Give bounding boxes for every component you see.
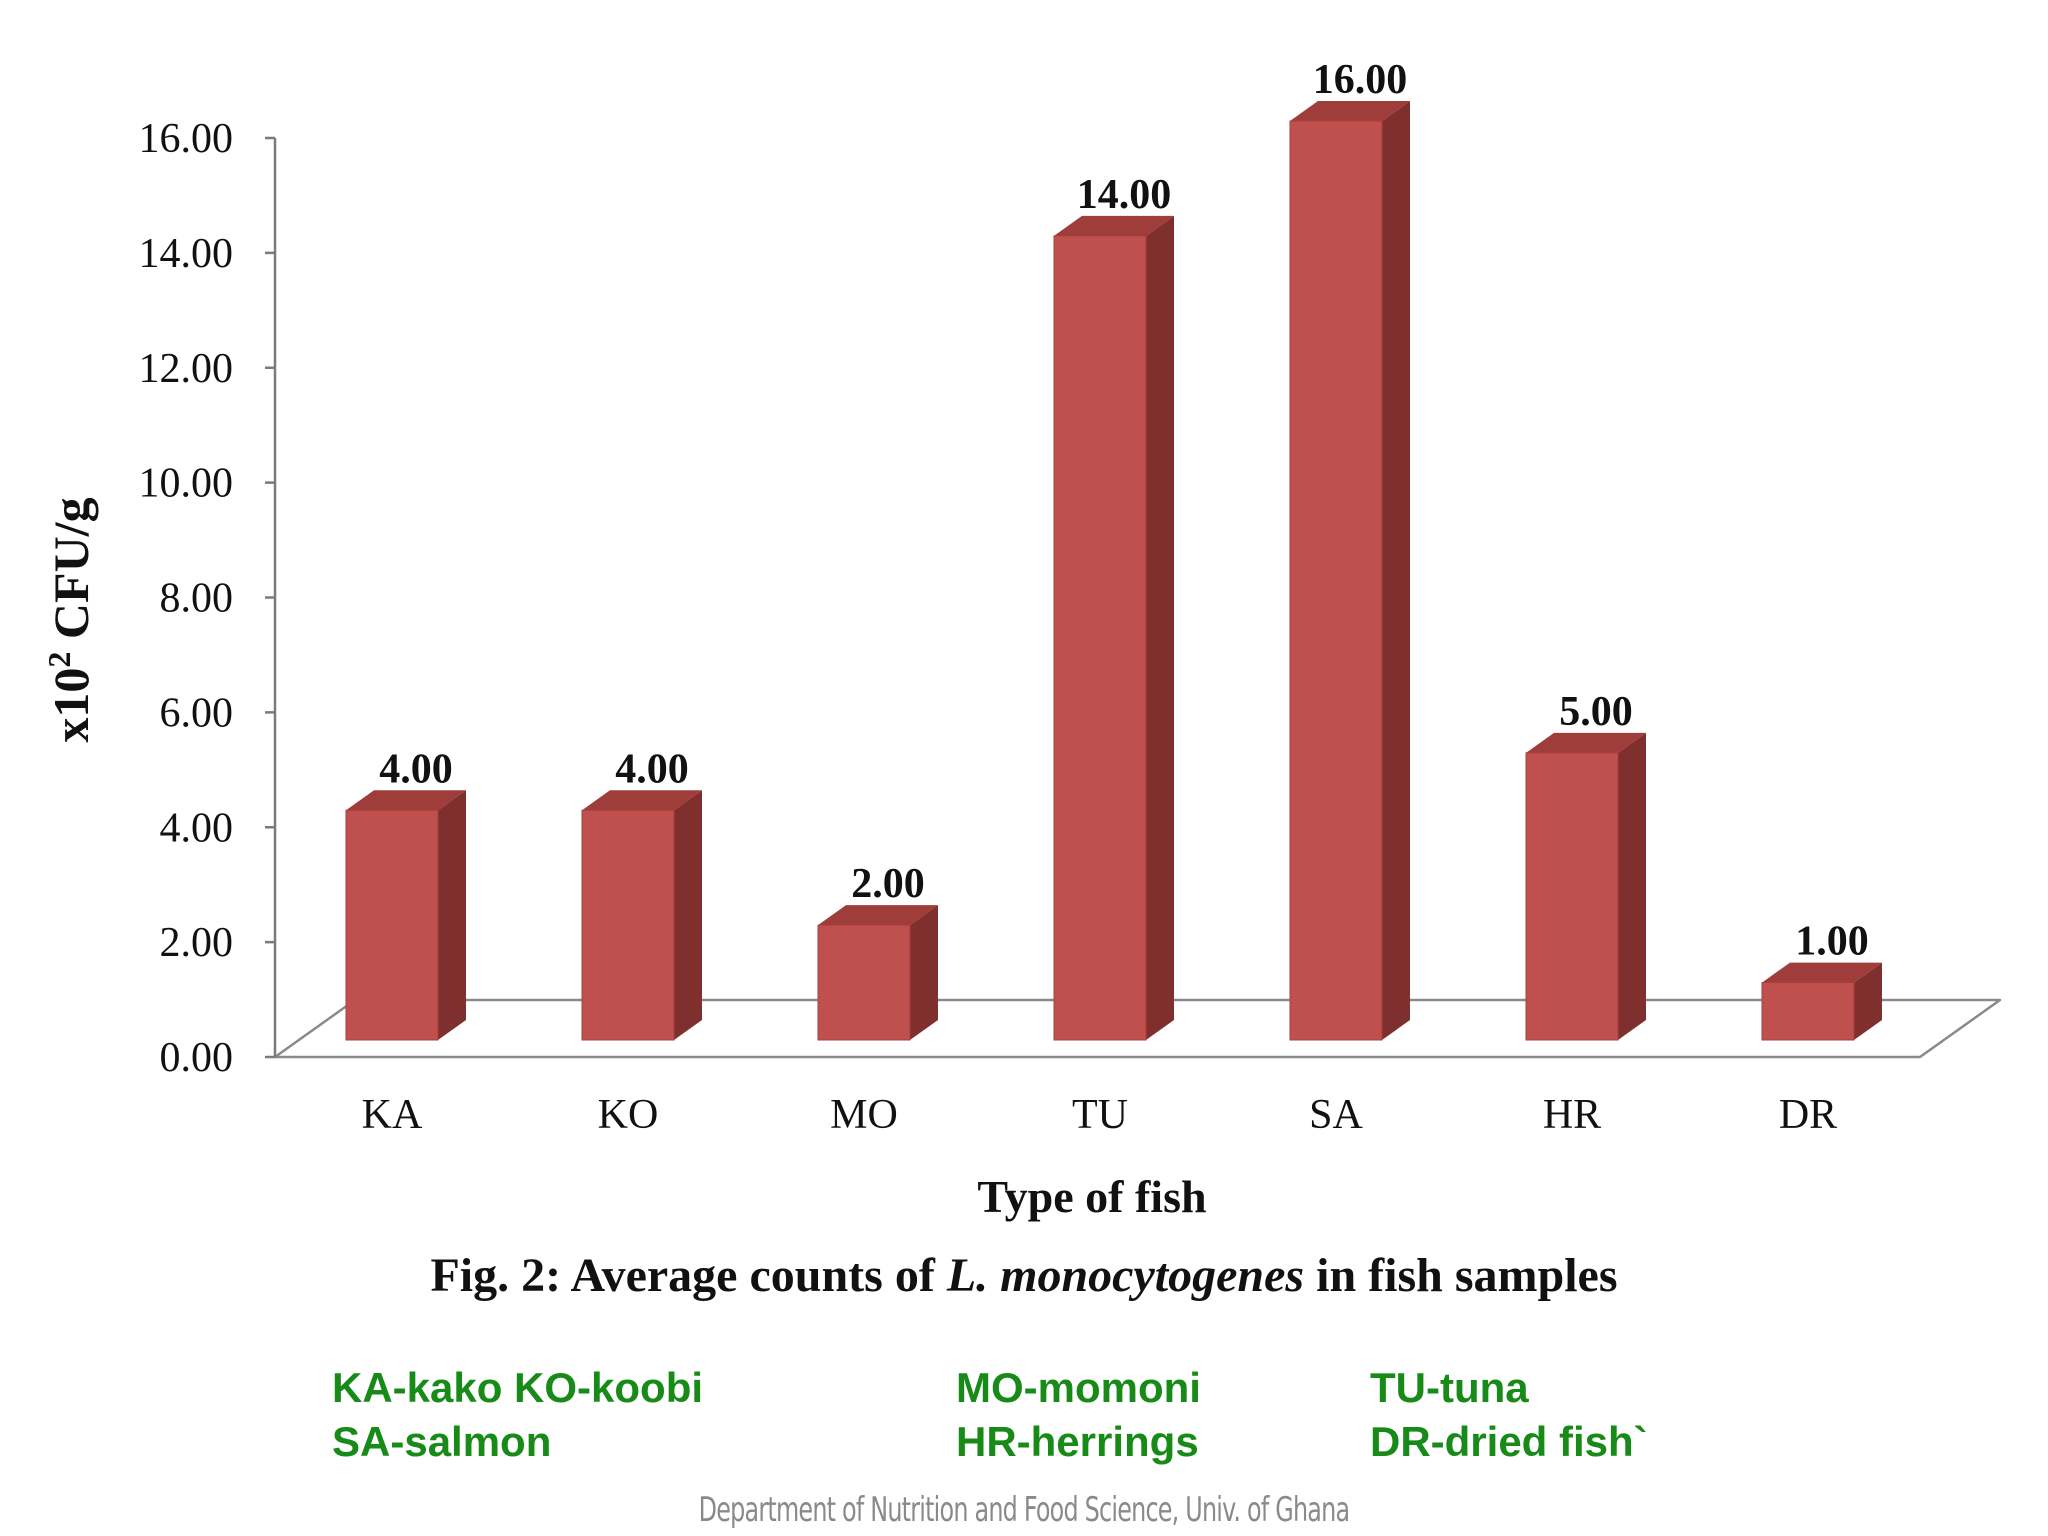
bar-value-label: 4.00 <box>615 746 689 792</box>
bar-value-label: 1.00 <box>1795 919 1869 965</box>
legend-dr: DR-dried fish` <box>1370 1418 1648 1465</box>
bar-side <box>1618 732 1646 1040</box>
bar-side <box>1854 962 1882 1040</box>
legend-mo: MO-momoni <box>956 1364 1201 1411</box>
bar-value-label: 4.00 <box>379 746 453 792</box>
bar-value-label: 5.00 <box>1559 689 1633 735</box>
y-tick-label: 8.00 <box>160 576 234 622</box>
bar-front <box>581 809 675 1041</box>
bar-side <box>1146 215 1174 1040</box>
bar-top <box>1054 215 1174 236</box>
x-tick-label: KO <box>598 1092 659 1138</box>
bar-front <box>345 809 439 1041</box>
x-axis-label: Type of fish <box>977 1171 1206 1222</box>
bar-top <box>1290 101 1410 121</box>
legend-ka-ko: KA-kako KO-koobi <box>332 1364 704 1411</box>
bars: 4.00 4.00 2.00 14.00 16.00 5.00 1.00 <box>345 57 1882 1041</box>
y-tick-label: 0.00 <box>160 1035 234 1081</box>
bar-front <box>1761 982 1855 1041</box>
x-tick-label: KA <box>362 1092 423 1138</box>
caption-suffix: in fish samples <box>1304 1249 1618 1302</box>
y-axis: 0.00 2.00 4.00 6.00 8.00 10.00 12.00 14.00 16.00 <box>139 116 277 1081</box>
x-axis-tick-labels: KA KO MO TU SA HR DR <box>362 1092 1838 1138</box>
bar-value-label: 14.00 <box>1077 172 1172 218</box>
bar-top <box>1762 962 1882 983</box>
bar-front <box>817 924 911 1041</box>
bar-hr: 5.00 <box>1525 689 1646 1041</box>
caption-prefix: Fig. 2: Average counts of <box>430 1249 947 1302</box>
y-axis-label-unit: CFU/g <box>43 497 99 651</box>
y-tick-label: 10.00 <box>139 461 234 507</box>
bar-front <box>1289 120 1383 1041</box>
y-tick-label: 14.00 <box>139 231 234 277</box>
y-tick-label: 12.00 <box>139 346 234 392</box>
bar-front <box>1053 235 1147 1041</box>
bar-mo: 2.00 <box>817 861 938 1041</box>
bar-side <box>674 790 702 1040</box>
y-axis-label-exponent: 2 <box>41 652 77 668</box>
bar-ka: 4.00 <box>345 746 466 1041</box>
y-tick-label: 16.00 <box>139 116 234 162</box>
bar-ko: 4.00 <box>581 746 702 1041</box>
bar-side <box>1382 101 1410 1040</box>
bar-top <box>1526 732 1646 753</box>
bar-top <box>818 905 938 926</box>
footer-credit: Department of Nutrition and Food Science… <box>698 1490 1350 1530</box>
chart-floor <box>273 998 2002 1059</box>
bar-tu: 14.00 <box>1053 172 1174 1041</box>
legend-tu: TU-tuna <box>1370 1364 1529 1411</box>
caption-species: L. monocytogenes <box>946 1249 1305 1302</box>
bar-value-label: 16.00 <box>1313 57 1408 103</box>
y-axis-label: x102 CFU/g <box>41 497 99 742</box>
bar-top <box>582 790 702 811</box>
x-tick-label: SA <box>1309 1092 1363 1138</box>
x-tick-label: MO <box>830 1092 898 1138</box>
bar-top <box>346 790 466 811</box>
bar-dr: 1.00 <box>1761 919 1882 1041</box>
bar-value-label: 2.00 <box>851 861 925 907</box>
bar-side <box>438 790 466 1040</box>
legend-hr: HR-herrings <box>956 1418 1199 1465</box>
floor-outline <box>273 998 2002 1059</box>
bar-chart: 0.00 2.00 4.00 6.00 8.00 10.00 12.00 14.00 16.00… <box>41 57 2002 1222</box>
figure-caption: Fig. 2: Average counts of L. monocytogen… <box>0 1248 2048 1303</box>
y-tick-label: 4.00 <box>160 805 234 851</box>
x-tick-label: HR <box>1543 1092 1601 1138</box>
y-axis-label-prefix: x10 <box>43 668 99 743</box>
bar-sa: 16.00 <box>1289 57 1410 1041</box>
bar-front <box>1525 752 1619 1041</box>
y-tick-label: 2.00 <box>160 920 234 966</box>
bar-side <box>910 905 938 1040</box>
legend-sa: SA-salmon <box>332 1418 552 1465</box>
y-tick-label: 6.00 <box>160 690 234 736</box>
x-tick-label: TU <box>1072 1092 1128 1138</box>
x-tick-label: DR <box>1779 1092 1837 1138</box>
